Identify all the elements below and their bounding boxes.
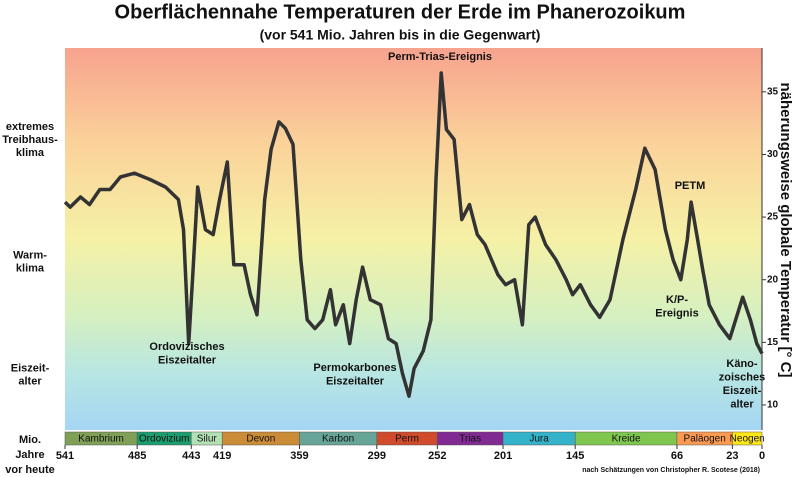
- y-tick-label: 30: [767, 149, 779, 160]
- period-label: Kreide: [612, 434, 641, 445]
- chart-subtitle: (vor 541 Mio. Jahren bis in die Gegenwar…: [260, 27, 541, 43]
- y-tick-label: 10: [767, 400, 779, 411]
- x-tick-label: 485: [128, 450, 146, 462]
- annotation: Ordovizisches: [149, 341, 224, 353]
- annotation: K/P-: [666, 294, 688, 306]
- annotation: Käno-: [726, 358, 758, 370]
- period-label: Jura: [529, 434, 549, 445]
- x-tick-label: 252: [428, 450, 446, 462]
- period-label: Paläogen: [684, 434, 726, 445]
- x-tick-label: 23: [726, 450, 738, 462]
- x-tick-label: 359: [290, 450, 308, 462]
- y-axis-title: näherungsweise globale Temperatur [° C]: [777, 83, 794, 378]
- annotation: Eiszeit-: [723, 385, 762, 397]
- x-tick-label: 145: [566, 450, 584, 462]
- x-tick-label: 299: [368, 450, 386, 462]
- y-tick-label: 25: [767, 212, 779, 223]
- annotation: alter: [730, 398, 754, 410]
- x-axis-title: Jahre: [15, 449, 44, 461]
- x-tick-label: 541: [56, 450, 74, 462]
- zone-label: alter: [18, 375, 42, 387]
- period-label: Devon: [246, 434, 275, 445]
- zone-label: extremes: [6, 121, 54, 133]
- x-tick-label: 201: [494, 450, 512, 462]
- period-label: Kambrium: [78, 434, 124, 445]
- zone-label: Treibhaus-: [2, 134, 58, 146]
- zone-label: Warm-: [13, 249, 47, 261]
- zone-label: klima: [16, 262, 45, 274]
- chart-title: Oberflächennahe Temperaturen der Erde im…: [115, 1, 686, 23]
- x-axis-title: Mio.: [19, 434, 41, 446]
- x-axis-title: vor heute: [5, 464, 55, 476]
- annotation: Eiszeitalter: [326, 375, 385, 387]
- x-tick-label: 443: [182, 450, 200, 462]
- annotation: PETM: [675, 180, 706, 192]
- zone-label: Eiszeit-: [11, 362, 50, 374]
- x-tick-label: 419: [213, 450, 231, 462]
- annotation: Eiszeitalter: [158, 354, 217, 366]
- annotation: Ereignis: [655, 307, 698, 319]
- y-tick-label: 15: [767, 337, 779, 348]
- period-label: Karbon: [322, 434, 354, 445]
- y-tick-label: 35: [767, 86, 779, 97]
- x-tick-label: 66: [671, 450, 683, 462]
- x-tick-label: 0: [759, 450, 765, 462]
- y-tick-label: 20: [767, 274, 779, 285]
- period-label: Ordovizium: [139, 434, 190, 445]
- source-note: nach Schätzungen von Christopher R. Scot…: [582, 467, 760, 474]
- temperature-line: [63, 71, 764, 398]
- annotation: zoisches: [719, 371, 765, 383]
- period-band: [732, 431, 763, 446]
- period-label: Perm: [395, 434, 419, 445]
- period-label: Trias: [459, 434, 481, 445]
- period-label: Neogen: [730, 434, 765, 445]
- period-label: Silur: [197, 434, 218, 445]
- annotation: Perm-Trias-Ereignis: [388, 51, 492, 63]
- zone-label: klima: [16, 147, 45, 159]
- annotation: Permokarbones: [313, 362, 396, 374]
